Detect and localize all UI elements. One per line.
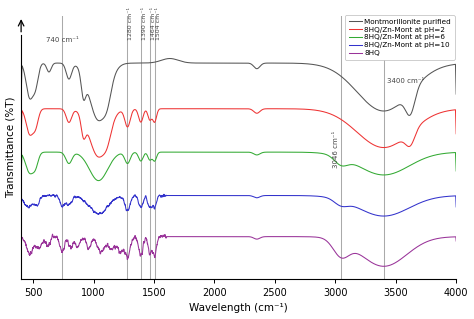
8HQ bbox=[381, 264, 386, 268]
8HQ/Zn-Mont at pH=2 bbox=[319, 109, 325, 113]
8HQ/Zn-Mont at pH=6 bbox=[154, 156, 159, 160]
Line: 8HQ/Zn-Mont at pH=6: 8HQ/Zn-Mont at pH=6 bbox=[21, 152, 456, 181]
Montmorillonite purified bbox=[319, 64, 325, 68]
8HQ/Zn-Mont at pH=2 bbox=[46, 107, 51, 111]
8HQ/Zn-Mont at pH=10 bbox=[161, 192, 167, 196]
Montmorillonite purified bbox=[355, 90, 360, 94]
Line: 8HQ/Zn-Mont at pH=2: 8HQ/Zn-Mont at pH=2 bbox=[21, 109, 456, 157]
8HQ bbox=[154, 245, 159, 249]
8HQ bbox=[46, 243, 51, 247]
Text: 1280 cm⁻¹: 1280 cm⁻¹ bbox=[128, 7, 134, 40]
Line: 8HQ/Zn-Mont at pH=10: 8HQ/Zn-Mont at pH=10 bbox=[21, 194, 456, 216]
Text: 3046 cm⁻¹: 3046 cm⁻¹ bbox=[333, 131, 339, 168]
8HQ bbox=[71, 241, 76, 245]
8HQ/Zn-Mont at pH=10 bbox=[453, 205, 459, 209]
8HQ/Zn-Mont at pH=10 bbox=[70, 198, 76, 202]
Montmorillonite purified bbox=[18, 98, 24, 101]
8HQ/Zn-Mont at pH=6 bbox=[319, 152, 325, 155]
8HQ/Zn-Mont at pH=6 bbox=[18, 173, 24, 177]
8HQ bbox=[70, 241, 76, 245]
8HQ/Zn-Mont at pH=10 bbox=[355, 206, 360, 210]
Y-axis label: Transmittance (%T): Transmittance (%T) bbox=[6, 97, 16, 198]
Line: 8HQ: 8HQ bbox=[21, 234, 456, 266]
Montmorillonite purified bbox=[46, 70, 51, 74]
8HQ/Zn-Mont at pH=2 bbox=[154, 115, 159, 119]
8HQ/Zn-Mont at pH=6 bbox=[96, 179, 101, 182]
Text: 3400 cm⁻¹: 3400 cm⁻¹ bbox=[387, 78, 425, 84]
8HQ/Zn-Mont at pH=2 bbox=[70, 112, 76, 116]
Text: 740 cm⁻¹: 740 cm⁻¹ bbox=[46, 36, 79, 42]
8HQ/Zn-Mont at pH=2 bbox=[18, 136, 24, 140]
8HQ/Zn-Mont at pH=10 bbox=[319, 195, 325, 198]
8HQ/Zn-Mont at pH=6 bbox=[70, 156, 76, 160]
8HQ/Zn-Mont at pH=2 bbox=[355, 130, 360, 134]
Montmorillonite purified bbox=[71, 66, 76, 70]
8HQ/Zn-Mont at pH=6 bbox=[453, 169, 459, 173]
8HQ/Zn-Mont at pH=10 bbox=[46, 194, 51, 198]
Legend: Montmorillonite purified, 8HQ/Zn-Mont at pH=2, 8HQ/Zn-Mont at pH=6, 8HQ/Zn-Mont : Montmorillonite purified, 8HQ/Zn-Mont at… bbox=[345, 15, 455, 60]
8HQ/Zn-Mont at pH=2 bbox=[96, 155, 102, 159]
8HQ/Zn-Mont at pH=10 bbox=[71, 196, 76, 200]
Montmorillonite purified bbox=[453, 92, 459, 96]
8HQ bbox=[319, 236, 325, 240]
8HQ/Zn-Mont at pH=2 bbox=[453, 132, 459, 136]
Line: Montmorillonite purified: Montmorillonite purified bbox=[21, 58, 456, 121]
X-axis label: Wavelength (cm⁻¹): Wavelength (cm⁻¹) bbox=[189, 303, 288, 314]
8HQ bbox=[18, 241, 24, 245]
8HQ/Zn-Mont at pH=6 bbox=[355, 164, 360, 168]
8HQ/Zn-Mont at pH=6 bbox=[172, 150, 177, 154]
8HQ/Zn-Mont at pH=10 bbox=[381, 214, 386, 218]
8HQ/Zn-Mont at pH=10 bbox=[18, 206, 24, 210]
Montmorillonite purified bbox=[167, 56, 173, 60]
Text: 1504 cm⁻¹: 1504 cm⁻¹ bbox=[155, 7, 161, 40]
Montmorillonite purified bbox=[154, 60, 159, 64]
Montmorillonite purified bbox=[97, 119, 102, 122]
8HQ bbox=[50, 232, 55, 236]
8HQ/Zn-Mont at pH=2 bbox=[71, 111, 76, 115]
Montmorillonite purified bbox=[70, 68, 76, 71]
8HQ/Zn-Mont at pH=2 bbox=[169, 107, 175, 111]
8HQ bbox=[355, 252, 360, 256]
Text: 1390 cm⁻¹: 1390 cm⁻¹ bbox=[142, 7, 147, 40]
8HQ/Zn-Mont at pH=10 bbox=[154, 201, 159, 205]
Text: 1464 cm⁻¹: 1464 cm⁻¹ bbox=[151, 7, 155, 40]
8HQ bbox=[453, 239, 459, 243]
8HQ/Zn-Mont at pH=6 bbox=[46, 150, 51, 154]
8HQ/Zn-Mont at pH=6 bbox=[71, 155, 76, 159]
